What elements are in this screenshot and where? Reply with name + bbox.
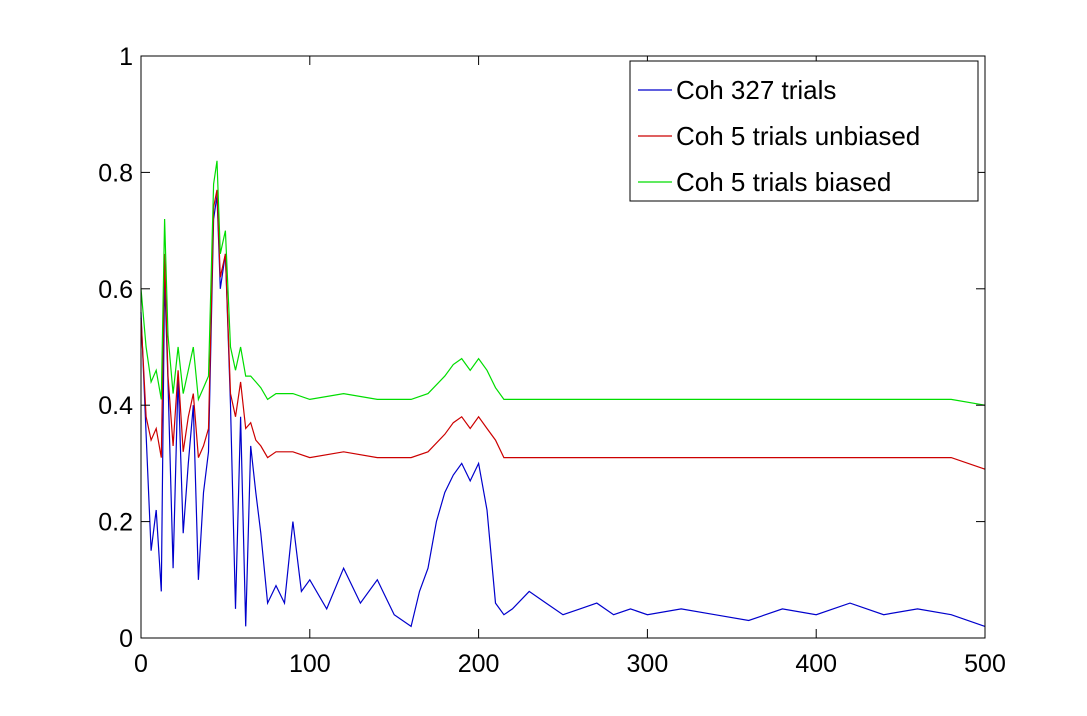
y-tick-label: 0: [119, 625, 133, 653]
y-tick-label: 0.8: [98, 159, 133, 187]
axes-box: [140, 55, 986, 639]
x-tick-label: 200: [458, 650, 500, 678]
series-line-3: [140, 160, 986, 406]
y-tick-label: 0.4: [98, 392, 133, 420]
legend-label: Coh 327 trials: [676, 75, 836, 105]
x-tick-label: 500: [964, 650, 1006, 678]
y-tick-label: 1: [119, 43, 133, 71]
series-layer: [140, 160, 986, 628]
y-tick-label: 0.6: [98, 276, 133, 304]
y-tick-label: 0.2: [98, 509, 133, 537]
legend-box: [629, 60, 979, 202]
x-tick-label: 100: [289, 650, 331, 678]
legend-label: Coh 5 trials unbiased: [676, 121, 920, 151]
x-tick-label: 400: [795, 650, 837, 678]
x-tick-label: 300: [627, 650, 669, 678]
legend: Coh 327 trials Coh 5 trials unbiased Coh 5…: [629, 60, 979, 202]
series-line-2: [140, 189, 986, 470]
series-line-1: [140, 195, 986, 628]
x-tick-label: 0: [134, 650, 148, 678]
legend-label: Coh 5 trials biased: [676, 167, 891, 197]
